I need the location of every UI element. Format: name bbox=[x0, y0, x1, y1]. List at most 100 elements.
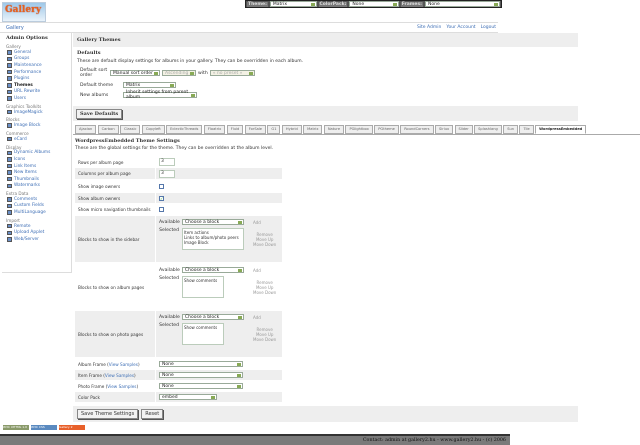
sidebar-item-web-server[interactable]: Web/Server bbox=[6, 236, 67, 243]
sidebar-item-icon bbox=[7, 170, 12, 175]
photo-available-select[interactable]: Choose a block bbox=[182, 314, 244, 320]
sidebar-item-themes[interactable]: Themes bbox=[6, 82, 67, 89]
colorpack-row-label: Color Pack bbox=[78, 394, 100, 400]
available-label: Available bbox=[159, 267, 180, 273]
colorpack-select[interactable]: None bbox=[349, 1, 399, 7]
css-badge[interactable]: W3C CSS bbox=[31, 425, 57, 430]
sidebar-item-url-rewrite[interactable]: URL Rewrite bbox=[6, 89, 67, 96]
sidebar-item-comments[interactable]: Comments bbox=[6, 196, 67, 203]
sidebar-item-ecard[interactable]: eCard bbox=[6, 136, 67, 143]
theme-select[interactable]: Matrix bbox=[269, 1, 317, 7]
theme-colorpack-select[interactable]: embed bbox=[159, 394, 217, 400]
sidebar-remove-button[interactable]: Remove bbox=[256, 232, 273, 237]
xhtml-badge[interactable]: W3C XHTML 1.0 bbox=[3, 425, 29, 430]
sidebar-item-label: Performance bbox=[14, 69, 42, 75]
sidebar-item-general[interactable]: General bbox=[6, 49, 67, 56]
sidebar-item-upload-applet[interactable]: Upload Applet bbox=[6, 229, 67, 236]
selected-label: Selected bbox=[159, 323, 179, 328]
micro-nav-checkbox[interactable] bbox=[159, 207, 164, 212]
tab-sun[interactable]: Sun bbox=[503, 125, 519, 134]
tab-floatrix[interactable]: Floatrix bbox=[203, 125, 226, 134]
sidebar-item-remote[interactable]: Remote bbox=[6, 223, 67, 230]
tab-splashlang[interactable]: Splashlang bbox=[474, 125, 502, 134]
photo-frame-samples-link[interactable]: View Samples bbox=[107, 383, 137, 389]
sort-order-select[interactable]: Manual sort order bbox=[110, 70, 160, 76]
sidebar-item-maintenance[interactable]: Maintenance bbox=[6, 62, 67, 69]
tab-roundcorners[interactable]: RoundCorners bbox=[400, 125, 434, 134]
cols-input[interactable]: 3 bbox=[159, 169, 175, 178]
tab-siriux[interactable]: Siriux bbox=[434, 125, 454, 134]
new-albums-select[interactable]: Inherit settings from parent album bbox=[123, 90, 197, 100]
photo-move-down-button[interactable]: Move Down bbox=[253, 337, 277, 342]
sidebar-item-groups[interactable]: Groups bbox=[6, 56, 67, 63]
album-frame-select[interactable]: None bbox=[159, 361, 243, 367]
tab-forsale[interactable]: ForSale bbox=[244, 125, 267, 134]
sidebar-move-up-button[interactable]: Move Up bbox=[255, 237, 274, 242]
tab-wordpressembedded[interactable]: WordpressEmbedded bbox=[535, 125, 587, 134]
photo-frame-select[interactable]: None bbox=[159, 383, 243, 389]
tab-fluid[interactable]: Fluid bbox=[226, 125, 244, 134]
album-owners-checkbox[interactable]: ✓ bbox=[159, 195, 164, 201]
sidebar-item-thumbnails[interactable]: Thumbnails bbox=[6, 176, 67, 183]
tab-slider[interactable]: Slider bbox=[454, 125, 473, 134]
tab-carbon[interactable]: Carbon bbox=[97, 125, 119, 134]
gallery-logo[interactable]: Gallery bbox=[2, 2, 46, 22]
sidebar-item-plugins[interactable]: Plugins bbox=[6, 75, 67, 82]
sidebar-group-label: Display bbox=[6, 144, 22, 150]
breadcrumb-gallery[interactable]: Gallery bbox=[6, 25, 24, 31]
sidebar-group-label: Graphics Toolkits bbox=[6, 103, 42, 109]
tab-classic[interactable]: Classic bbox=[120, 125, 141, 134]
album-move-down-button[interactable]: Move Down bbox=[253, 290, 277, 295]
tab-nature[interactable]: Nature bbox=[323, 125, 345, 134]
sidebar-move-down-button[interactable]: Move Down bbox=[253, 242, 277, 247]
album-available-select[interactable]: Choose a block bbox=[182, 267, 244, 273]
sidebar-group-label: Commerce bbox=[6, 130, 29, 136]
save-theme-settings-button[interactable]: Save Theme Settings bbox=[77, 409, 139, 419]
sidebar-add-button[interactable]: Add bbox=[253, 219, 261, 225]
tab-pgtheme[interactable]: PGtheme bbox=[374, 125, 399, 134]
album-add-button[interactable]: Add bbox=[253, 267, 261, 273]
photo-remove-button[interactable]: Remove bbox=[256, 327, 273, 332]
default-theme-select[interactable]: Matrix bbox=[123, 82, 176, 88]
rows-input[interactable]: 3 bbox=[159, 158, 175, 166]
photo-move-up-button[interactable]: Move Up bbox=[255, 332, 274, 337]
sidebar-item-image-block[interactable]: Image Block bbox=[6, 122, 67, 129]
sidebar-item-dynamic-albums[interactable]: Dynamic Albums bbox=[6, 150, 67, 157]
photo-add-button[interactable]: Add bbox=[253, 314, 261, 320]
sidebar-group-label: Extra Data bbox=[6, 191, 29, 197]
your-account-link[interactable]: Your Account bbox=[446, 25, 476, 30]
tab-ajaxian[interactable]: Ajaxian bbox=[75, 125, 97, 134]
tab-eclecticthreads[interactable]: EclecticThreads bbox=[166, 125, 203, 134]
sidebar-item-multilanguage[interactable]: MultiLanguage bbox=[6, 209, 67, 216]
tab-matrix[interactable]: Matrix bbox=[303, 125, 323, 134]
album-frame-samples-link[interactable]: View Samples bbox=[108, 361, 138, 367]
sidebar-available-select[interactable]: Choose a block bbox=[182, 219, 244, 225]
sidebar-item-icons[interactable]: Icons bbox=[6, 156, 67, 163]
item-frame-samples-link[interactable]: View Samples bbox=[104, 372, 135, 378]
tab-tile[interactable]: Tile bbox=[519, 125, 534, 134]
sidebar-item-imagemagick[interactable]: ImageMagick bbox=[6, 109, 67, 116]
item-frame-select[interactable]: None bbox=[159, 372, 243, 378]
sidebar-item-watermarks[interactable]: Watermarks bbox=[6, 183, 67, 190]
tab-g1[interactable]: G1 bbox=[267, 125, 281, 134]
sidebar-item-link-items[interactable]: Link Items bbox=[6, 163, 67, 170]
site-admin-link[interactable]: Site Admin bbox=[416, 25, 442, 30]
album-selected-list[interactable]: Show comments bbox=[182, 276, 224, 298]
sidebar-item-users[interactable]: Users bbox=[6, 95, 67, 102]
album-move-up-button[interactable]: Move Up bbox=[255, 285, 274, 290]
frames-select[interactable]: None bbox=[424, 1, 500, 7]
image-owners-checkbox[interactable] bbox=[159, 184, 164, 189]
sidebar-item-custom-fields[interactable]: Custom Fields bbox=[6, 203, 67, 210]
gallery-badge[interactable]: Gallery 2 bbox=[59, 425, 85, 430]
sidebar-item-new-items[interactable]: New Items bbox=[6, 169, 67, 176]
sidebar-item-performance[interactable]: Performance bbox=[6, 69, 67, 76]
photo-selected-list[interactable]: Show comments bbox=[182, 323, 224, 345]
tab-hybrid[interactable]: Hybrid bbox=[281, 125, 302, 134]
save-defaults-button[interactable]: Save Defaults bbox=[76, 108, 123, 119]
logout-link[interactable]: Logout bbox=[480, 25, 496, 30]
tab-pglightbox[interactable]: PGlightbox bbox=[345, 125, 373, 134]
reset-button[interactable]: Reset bbox=[141, 409, 164, 419]
sidebar-selected-list[interactable]: Item actions Links to album/photo peers … bbox=[182, 228, 244, 250]
tab-copyleft[interactable]: Copyleft bbox=[141, 125, 165, 134]
album-remove-button[interactable]: Remove bbox=[256, 280, 273, 285]
